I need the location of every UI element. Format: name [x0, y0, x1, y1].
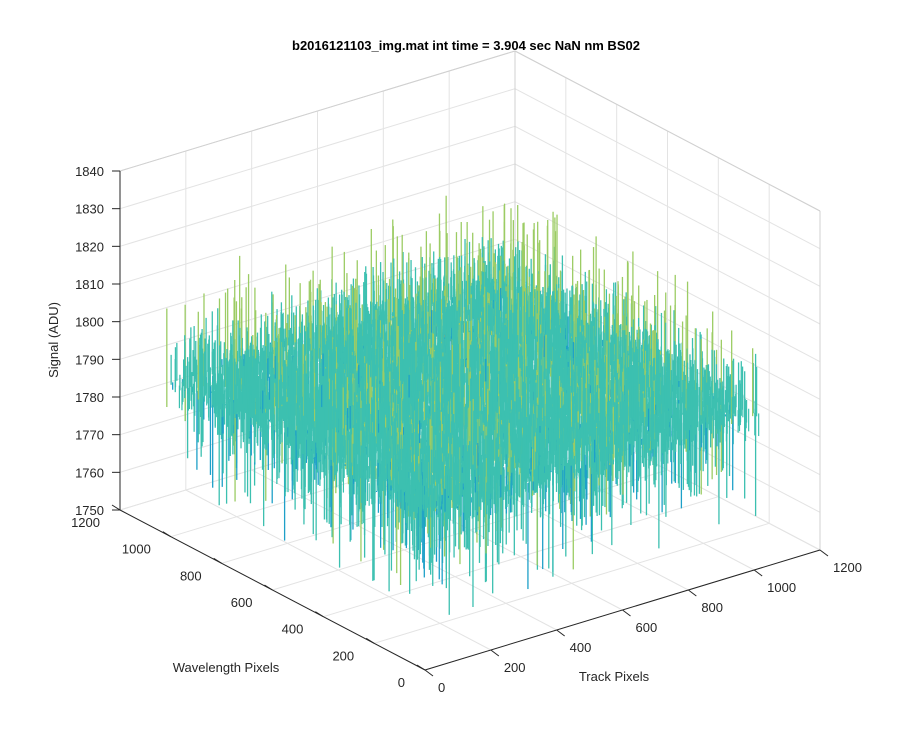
- surface-mesh: [167, 196, 759, 615]
